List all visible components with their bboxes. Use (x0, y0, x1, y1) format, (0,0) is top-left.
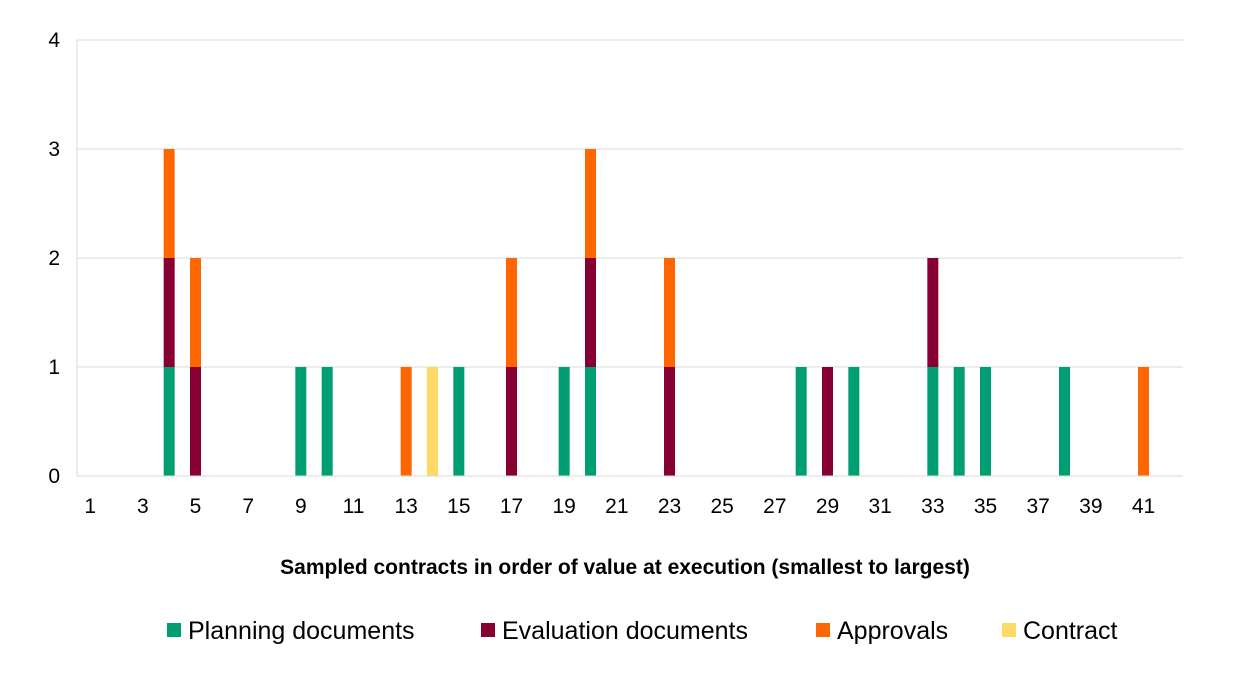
x-tick-label: 11 (343, 495, 365, 518)
bar-segment-evaluation-documents (927, 258, 939, 367)
bar-segment-evaluation-documents (585, 258, 596, 367)
gridlines (77, 39, 1183, 368)
x-tick-label: 19 (552, 495, 575, 518)
x-tick-label: 17 (500, 495, 523, 518)
bar-segment-approvals (506, 258, 517, 367)
x-tick-label: 25 (710, 495, 733, 518)
bar-segment-planning-documents (980, 367, 991, 476)
bar-segment-approvals (190, 258, 201, 367)
bar-segment-planning-documents (163, 367, 175, 476)
bar-segment-evaluation-documents (163, 258, 175, 367)
legend-label: Evaluation documents (502, 617, 748, 645)
x-tick-label: 37 (1026, 495, 1049, 518)
bar-segment-planning-documents (453, 367, 465, 476)
legend-swatch (816, 623, 830, 637)
bar-segment-planning-documents (585, 367, 596, 476)
bar-segment-evaluation-documents (190, 367, 201, 476)
legend-label: Planning documents (188, 617, 415, 645)
x-tick-label: 23 (658, 495, 681, 518)
x-tick-label: 5 (190, 495, 202, 518)
x-tick-label: 33 (921, 495, 944, 518)
bar-segment-planning-documents (558, 367, 570, 476)
legend: Planning documents Evaluation documents Ap… (167, 617, 1118, 645)
legend-swatch (481, 623, 495, 637)
y-tick-label: 3 (48, 138, 60, 161)
bar-segment-planning-documents (927, 367, 939, 476)
x-tick-label: 29 (816, 495, 839, 518)
y-tick-label: 4 (48, 29, 60, 52)
bar-segment-approvals (1138, 367, 1149, 476)
bar-segment-planning-documents (848, 367, 860, 476)
legend-label: Approvals (837, 617, 948, 645)
x-tick-label: 21 (605, 495, 628, 518)
legend-label: Contract (1023, 617, 1118, 645)
x-tick-label: 35 (974, 495, 997, 518)
y-tick-label: 0 (48, 465, 60, 488)
bar-segment-planning-documents (795, 367, 807, 476)
legend-swatch (167, 623, 181, 637)
x-tick-label: 27 (763, 495, 786, 518)
bar-segment-approvals (400, 367, 412, 476)
x-tick-label: 39 (1079, 495, 1102, 518)
bar-segment-approvals (163, 149, 175, 258)
x-axis-title: Sampled contracts in order of value at e… (280, 556, 970, 579)
bar-segment-planning-documents (295, 367, 307, 476)
x-tick-label: 3 (137, 495, 149, 518)
y-tick-label: 2 (48, 247, 60, 270)
x-tick-label: 15 (447, 495, 470, 518)
bar-segment-approvals (664, 258, 675, 367)
y-tick-label: 1 (48, 356, 60, 379)
x-tick-label: 31 (868, 495, 891, 518)
x-tick-label: 7 (242, 495, 254, 518)
bar-segment-evaluation-documents (664, 367, 675, 476)
bar-segment-approvals (585, 149, 596, 258)
x-tick-label: 13 (394, 495, 417, 518)
x-tick-label: 9 (295, 495, 307, 518)
bar-segment-planning-documents (1059, 367, 1070, 476)
bar-segment-evaluation-documents (506, 367, 517, 476)
legend-swatch (1002, 623, 1016, 637)
bar-segment-evaluation-documents (822, 367, 833, 476)
x-tick-label: 1 (84, 495, 96, 518)
bars (163, 149, 1149, 476)
bar-segment-contract (427, 367, 438, 476)
bar-segment-planning-documents (321, 367, 333, 476)
x-tick-label: 41 (1132, 495, 1155, 518)
bar-segment-planning-documents (953, 367, 965, 476)
